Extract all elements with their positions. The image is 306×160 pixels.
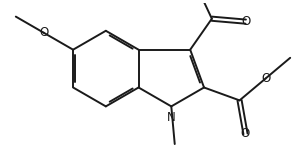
Text: N: N bbox=[167, 111, 176, 124]
Text: O: O bbox=[241, 15, 250, 28]
Text: O: O bbox=[261, 72, 270, 85]
Text: O: O bbox=[241, 127, 250, 140]
Text: O: O bbox=[39, 26, 48, 39]
